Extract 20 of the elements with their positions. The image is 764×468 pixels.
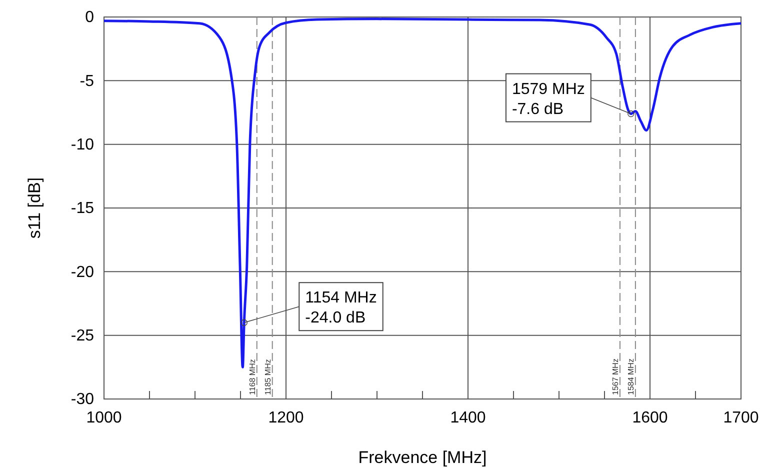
annotation: 1154 MHz -24.0 dB bbox=[305, 290, 377, 327]
y-tick-label: -5 bbox=[80, 72, 94, 90]
x-tick-label: 1000 bbox=[86, 409, 122, 426]
x-tick-label: 1400 bbox=[450, 409, 486, 426]
y-tick-label: -30 bbox=[70, 391, 94, 408]
y-tick-label: 0 bbox=[85, 9, 94, 26]
ref-line-label: 1584 MHz bbox=[626, 358, 636, 395]
y-axis-title: s11 [dB] bbox=[25, 177, 44, 239]
x-tick-label: 1200 bbox=[268, 409, 304, 426]
ref-line-label: 1168 MHz bbox=[248, 359, 257, 395]
y-tick-label: -25 bbox=[70, 327, 94, 344]
x-axis-title: Frekvence [MHz] bbox=[358, 448, 487, 467]
y-tick-label: -15 bbox=[70, 200, 94, 218]
y-tick-label: -20 bbox=[70, 264, 94, 281]
ref-line-label: 1185 MHz bbox=[263, 359, 272, 395]
y-tick-label: -10 bbox=[70, 136, 94, 154]
x-tick-label: 1600 bbox=[632, 409, 668, 426]
ref-line-label: 1567 MHz bbox=[610, 358, 620, 395]
x-tick-label: 1700 bbox=[723, 409, 759, 426]
annotation: 1579 MHz -7.6 dB bbox=[512, 80, 585, 118]
